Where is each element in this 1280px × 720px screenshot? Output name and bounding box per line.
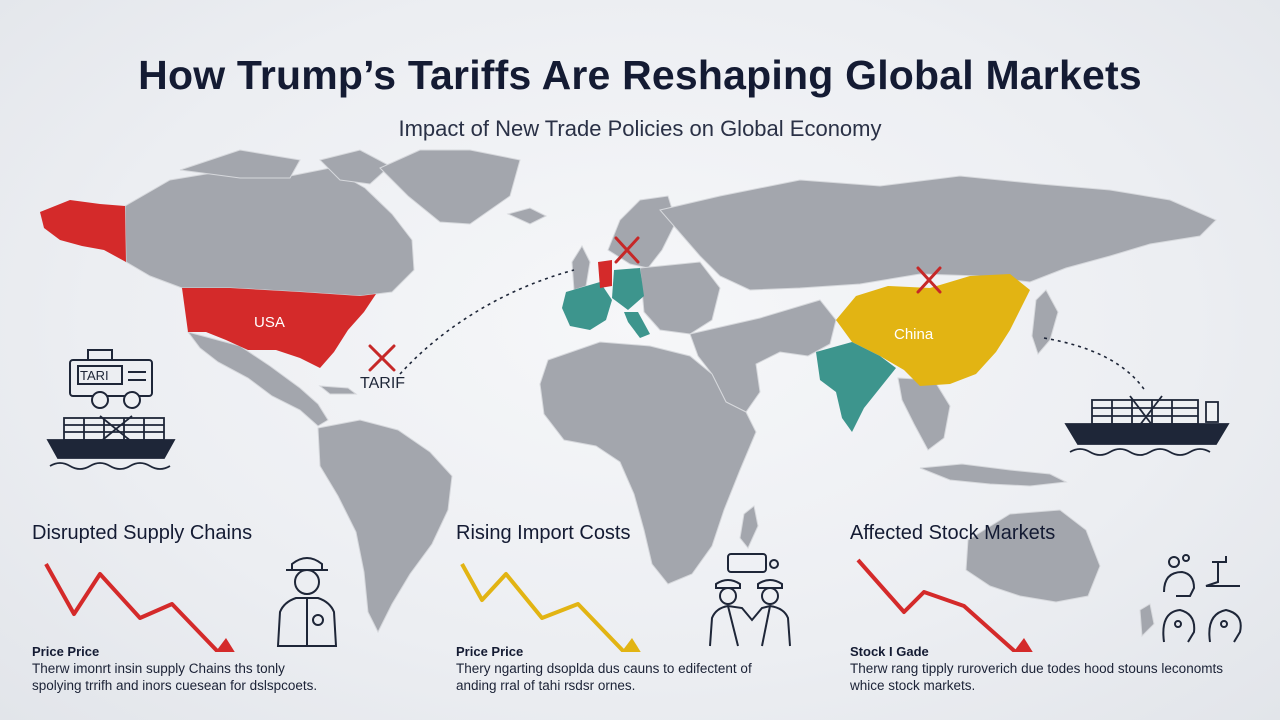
trade-route-line	[399, 269, 575, 375]
stock-markets-panel: Affected Stock Markets Stock I Gade Ther…	[850, 522, 1270, 702]
supply-chains-panel: Disrupted Supply Chains Price Price Ther…	[32, 522, 452, 702]
tariff-x-icon	[368, 344, 396, 372]
panel-description: Therw rang tipply ruroverich due todes h…	[850, 661, 1223, 693]
page-title: How Trump’s Tariffs Are Reshaping Global…	[138, 52, 1142, 98]
germany-highlight	[612, 268, 644, 310]
caribbean-islands	[318, 385, 358, 395]
arctic-islands	[179, 149, 391, 185]
panel-description: Thery ngarting dsoplda dus cauns to edif…	[456, 661, 752, 693]
russia-landmass	[659, 175, 1217, 291]
madagascar-landmass	[739, 505, 759, 549]
declining-trend-arrow-icon	[856, 558, 1033, 652]
south-america-landmass	[317, 419, 453, 634]
worker-icon	[276, 557, 338, 647]
iceland-landmass	[506, 207, 548, 225]
netherlands-highlight	[598, 260, 612, 288]
india-highlight	[816, 342, 896, 432]
canada-landmass	[124, 167, 415, 297]
new-zealand-landmass	[1139, 603, 1155, 638]
panel-subheading: Stock I Gade	[850, 644, 929, 659]
people-icon	[1162, 554, 1242, 643]
eastern-europe-landmass	[639, 261, 721, 335]
panel-title: Rising Import Costs	[456, 522, 631, 544]
usa-map-label: USA	[254, 314, 285, 331]
panel-description: Therw imonrt insin supply Chains ths ton…	[32, 661, 318, 693]
panel-subheading: Price Price	[32, 644, 100, 659]
greenland-landmass	[379, 149, 521, 225]
alaska-highlight	[40, 200, 126, 262]
scandinavia-landmass	[607, 195, 677, 269]
mexico-landmass	[186, 331, 329, 427]
workers-icon	[709, 553, 791, 647]
usa-highlight	[182, 288, 376, 368]
page-subtitle: Impact of New Trade Policies on Global E…	[398, 116, 882, 141]
tariff-x-icon	[614, 236, 640, 264]
trade-route-line	[1043, 337, 1147, 393]
cargo-ship-icon	[46, 415, 176, 470]
uk-landmass	[571, 244, 591, 291]
western-europe-highlight	[562, 282, 612, 330]
australia-landmass	[965, 509, 1101, 603]
panel-title: Affected Stock Markets	[850, 522, 1056, 544]
panel-title: Disrupted Supply Chains	[32, 522, 253, 544]
tariff-x-icon	[916, 266, 942, 294]
tariff-map-label: TARIF	[360, 375, 405, 392]
italy-highlight	[624, 312, 650, 338]
africa-landmass	[539, 341, 757, 585]
declining-trend-arrow-icon	[460, 563, 641, 652]
truck-sign-text: TARI	[80, 368, 109, 383]
japan-landmass	[1031, 289, 1059, 355]
cargo-ship-icon	[1064, 395, 1230, 456]
southeast-asia-landmass	[897, 377, 951, 451]
truck-icon	[69, 349, 153, 409]
china-map-label: China	[894, 326, 934, 343]
indonesia-islands	[919, 463, 1068, 487]
china-highlight	[836, 274, 1030, 386]
declining-trend-arrow-icon	[44, 563, 235, 652]
import-costs-panel: Rising Import Costs Price Price Thery ng…	[456, 522, 876, 702]
panel-subheading: Price Price	[456, 644, 524, 659]
